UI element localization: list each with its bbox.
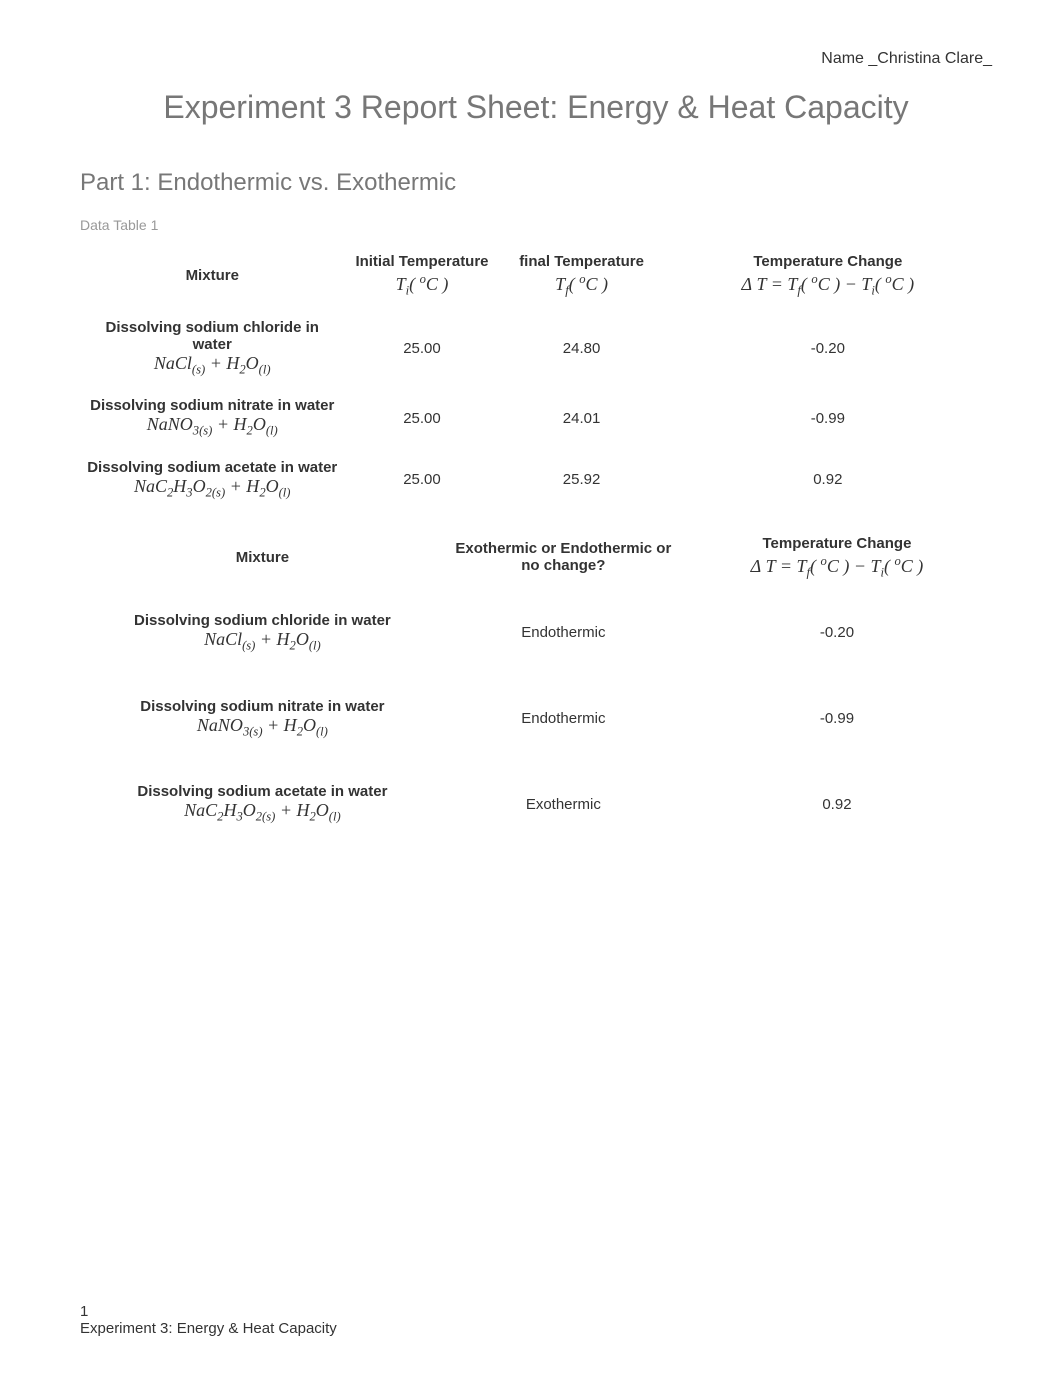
dt-value: -0.99 xyxy=(664,387,992,449)
mixture-formula: NaC2H3O2(s) + H2O(l) xyxy=(86,800,439,825)
t1-header-mixture: Mixture xyxy=(80,243,344,309)
exo-endo-value: Exothermic xyxy=(445,761,682,847)
dt-value: 0.92 xyxy=(682,761,992,847)
dt-value: -0.20 xyxy=(682,590,992,676)
data-table-subhead: Data Table 1 xyxy=(80,217,992,233)
table-row: Dissolving sodium chloride in water NaCl… xyxy=(80,309,992,388)
tf-value: 24.01 xyxy=(500,387,664,449)
ti-value: 25.00 xyxy=(344,449,499,511)
page-footer: 1 Experiment 3: Energy & Heat Capacity xyxy=(80,1303,337,1337)
data-table-1: Mixture Initial Temperature Ti( oC ) fin… xyxy=(80,243,992,510)
page-number: 1 xyxy=(80,1303,337,1320)
table-row: Dissolving sodium nitrate in water NaNO3… xyxy=(80,387,992,449)
dt-value: -0.20 xyxy=(664,309,992,388)
footer-caption: Experiment 3: Energy & Heat Capacity xyxy=(80,1320,337,1337)
mixture-label: Dissolving sodium chloride in water xyxy=(86,319,338,353)
table-row: Dissolving sodium acetate in water NaC2H… xyxy=(80,449,992,511)
t2-header-mixture: Mixture xyxy=(80,525,445,591)
exo-endo-value: Endothermic xyxy=(445,590,682,676)
page-title: Experiment 3 Report Sheet: Energy & Heat… xyxy=(80,86,992,129)
t1-header-dt: Temperature Change Δ T = Tf( oC ) − Ti( … xyxy=(664,243,992,309)
mixture-formula: NaC2H3O2(s) + H2O(l) xyxy=(86,476,338,501)
tf-formula: Tf( oC ) xyxy=(506,272,658,299)
mixture-label: Dissolving sodium acetate in water xyxy=(86,459,338,476)
t1-header-tf: final Temperature Tf( oC ) xyxy=(500,243,664,309)
ti-value: 25.00 xyxy=(344,387,499,449)
tf-value: 25.92 xyxy=(500,449,664,511)
table-row: Dissolving sodium acetate in water NaC2H… xyxy=(80,761,992,847)
table-row: Dissolving sodium nitrate in water NaNO3… xyxy=(80,676,992,762)
dt-value: 0.92 xyxy=(664,449,992,511)
mixture-label: Dissolving sodium chloride in water xyxy=(86,612,439,629)
mixture-formula: NaNO3(s) + H2O(l) xyxy=(86,414,338,439)
t2-header-dt: Temperature Change Δ T = Tf( oC ) − Ti( … xyxy=(682,525,992,591)
mixture-formula: NaCl(s) + H2O(l) xyxy=(86,629,439,654)
data-table-2: Mixture Exothermic or Endothermic or no … xyxy=(80,525,992,847)
mixture-label: Dissolving sodium acetate in water xyxy=(86,783,439,800)
part1-heading: Part 1: Endothermic vs. Exothermic xyxy=(80,169,992,197)
t1-header-dt-label: Temperature Change xyxy=(753,253,902,270)
tf-value: 24.80 xyxy=(500,309,664,388)
exo-endo-value: Endothermic xyxy=(445,676,682,762)
t1-header-ti: Initial Temperature Ti( oC ) xyxy=(344,243,499,309)
mixture-formula: NaCl(s) + H2O(l) xyxy=(86,353,338,378)
mixture-label: Dissolving sodium nitrate in water xyxy=(86,698,439,715)
t2-header-dt-label: Temperature Change xyxy=(762,535,911,552)
dt-formula-2: Δ T = Tf( oC ) − Ti( oC ) xyxy=(688,554,986,581)
mixture-formula: NaNO3(s) + H2O(l) xyxy=(86,715,439,740)
dt-formula: Δ T = Tf( oC ) − Ti( oC ) xyxy=(670,272,986,299)
mixture-label: Dissolving sodium nitrate in water xyxy=(86,397,338,414)
dt-value: -0.99 xyxy=(682,676,992,762)
student-name: Name _Christina Clare_ xyxy=(80,50,992,68)
table-row: Dissolving sodium chloride in water NaCl… xyxy=(80,590,992,676)
t1-header-ti-label: Initial Temperature xyxy=(355,253,488,270)
ti-formula: Ti( oC ) xyxy=(350,272,493,299)
t1-header-tf-label: final Temperature xyxy=(519,253,644,270)
t2-header-exo-endo: Exothermic or Endothermic or no change? xyxy=(445,525,682,591)
ti-value: 25.00 xyxy=(344,309,499,388)
